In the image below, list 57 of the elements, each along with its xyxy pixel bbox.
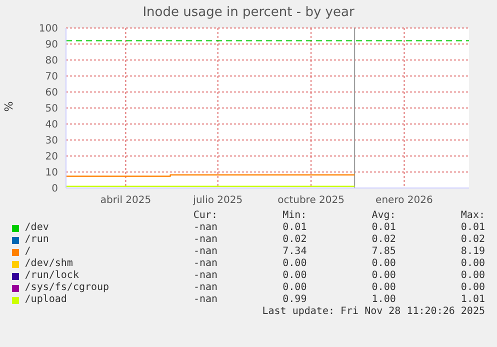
y-tick-label: 90: [45, 40, 58, 51]
text: 0.02: [282, 234, 307, 246]
x-tick-label: abril 2025: [100, 195, 152, 206]
x-tick-label: julio 2025: [192, 195, 243, 206]
legend-label: /: [24, 246, 32, 258]
y-tick-label: 40: [45, 120, 58, 131]
text: 0.02: [460, 234, 486, 246]
text: 8.19: [460, 246, 486, 258]
text: 0.00: [460, 270, 486, 282]
chart-title: Inode usage in percent - by year: [142, 4, 356, 20]
y-tick-label: 30: [45, 136, 58, 147]
text: -nan: [192, 258, 218, 270]
text: -nan: [192, 246, 218, 258]
legend-label: /run: [24, 234, 50, 246]
text: -nan: [192, 294, 218, 306]
text: 0.01: [460, 222, 486, 234]
text: 0.00: [282, 282, 307, 294]
text: Max:: [460, 210, 485, 222]
text: Avg:: [370, 210, 396, 222]
legend-label: /sys/fs/cgroup: [24, 282, 110, 294]
text: 1.01: [460, 294, 486, 306]
text: Cur:: [192, 210, 218, 222]
text: Min:: [282, 210, 307, 222]
x-tick-label: enero 2026: [376, 195, 433, 206]
text: -nan: [192, 234, 218, 246]
y-tick-label: 20: [45, 152, 58, 163]
y-tick-label: 60: [45, 88, 58, 99]
text: 0.99: [282, 294, 307, 306]
y-axis-title: %: [2, 101, 16, 112]
legend-label: /run/lock: [24, 270, 80, 282]
text: 0.00: [282, 270, 307, 282]
text: 0.02: [370, 234, 396, 246]
text: 0.00: [370, 258, 396, 270]
text: 7.85: [370, 246, 396, 258]
text: 0.00: [460, 282, 486, 294]
y-tick-label: 10: [45, 168, 58, 179]
text: 0.00: [370, 270, 396, 282]
y-tick-label: 0: [52, 184, 58, 195]
legend-label: /dev: [24, 222, 50, 234]
text: 0.01: [370, 222, 396, 234]
y-tick-label: 80: [45, 56, 58, 67]
y-tick-label: 70: [45, 72, 58, 83]
text: 7.34: [282, 246, 307, 258]
text: -nan: [192, 222, 218, 234]
text: 1.00: [370, 294, 396, 306]
text: -nan: [192, 282, 218, 294]
text: 0.00: [460, 258, 486, 270]
text: 0.00: [282, 258, 307, 270]
text: Last update: Fri Nov 28 11:20:26 2025: [261, 306, 485, 318]
text: 0.00: [370, 282, 396, 294]
x-tick-label: octubre 2025: [278, 195, 344, 206]
text: 0.01: [282, 222, 307, 234]
legend-label: /dev/shm: [24, 258, 74, 270]
y-tick-label: 100: [38, 24, 58, 35]
text: -nan: [192, 270, 218, 282]
legend-label: /upload: [24, 294, 68, 306]
y-tick-label: 50: [45, 104, 58, 115]
